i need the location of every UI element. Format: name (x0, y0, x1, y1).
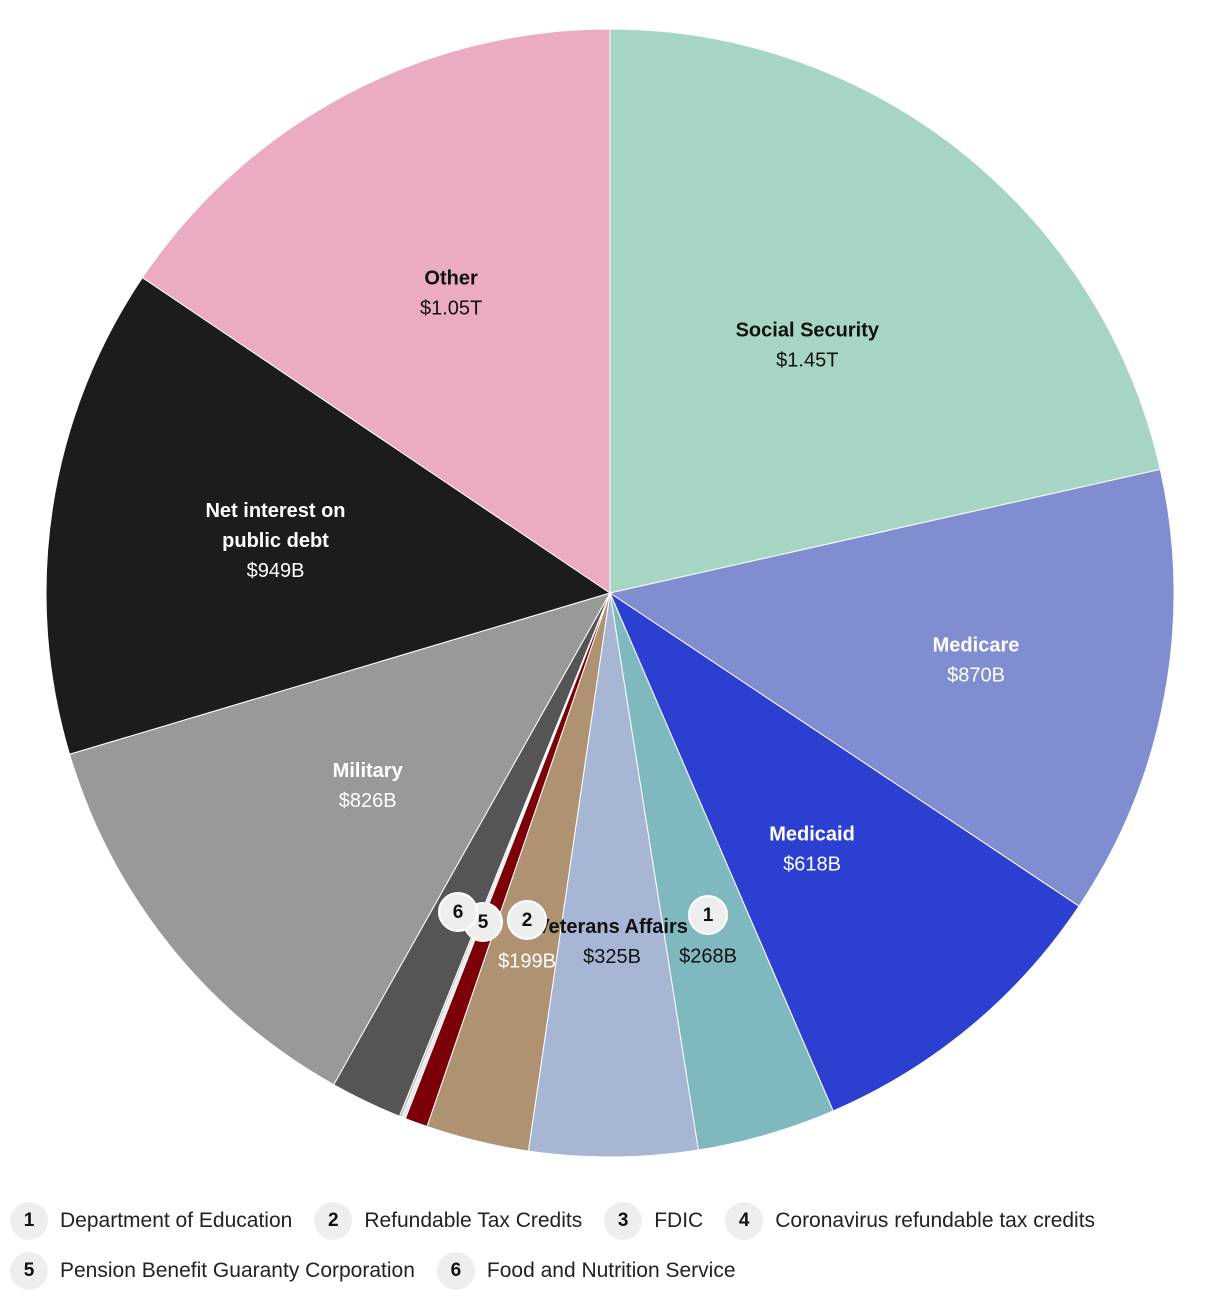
pie-slice-other (141, 28, 611, 594)
slice-marker-number: 5 (478, 912, 489, 933)
slice-label-veterans-affairs: Veterans Affairs (536, 916, 688, 938)
slice-value-refundable-tax-credits: $199B (498, 950, 556, 972)
pie-slice-military (68, 592, 612, 1086)
pie-slice-net-interest-on-public-debt (45, 276, 612, 755)
slice-label-social-security: Social Security (736, 320, 880, 342)
slice-value-department-of-education: $268B (679, 945, 737, 967)
legend-marker: 6 (436, 1252, 475, 1290)
legend-item-coronavirus-credits: 4 Coronavirus refundable tax credits (725, 1202, 1095, 1240)
legend-label: Pension Benefit Guaranty Corporation (60, 1259, 415, 1282)
pie-slice-medicaid (608, 591, 1080, 1112)
slice-value-military: $826B (339, 790, 397, 812)
slice-marker-number: 2 (522, 910, 533, 931)
slice-marker-2 (507, 900, 547, 940)
legend-label: Refundable Tax Credits (364, 1209, 583, 1232)
slice-value-medicaid: $618B (783, 854, 841, 876)
legend-marker: 2 (314, 1202, 353, 1240)
legend-marker: 4 (725, 1202, 764, 1240)
pie-labels: Social Security $1.45T Medicare $870B Medica… (205, 267, 1019, 968)
legend-label: FDIC (654, 1209, 704, 1232)
slice-marker-1 (688, 895, 728, 935)
legend-item-refundable-tax-credits: 2 Refundable Tax Credits (314, 1202, 582, 1240)
slice-label-net-interest-on-public-debt: Net interest on (205, 500, 345, 522)
slice-marker-number: 6 (453, 902, 464, 923)
legend-item-food-nutrition: 6 Food and Nutrition Service (436, 1252, 736, 1290)
legend-item-fdic: 3 FDIC (604, 1202, 703, 1240)
slice-value-veterans-affairs: $325B (583, 946, 641, 968)
legend-label: Food and Nutrition Service (486, 1259, 736, 1282)
slice-marker-6 (438, 892, 478, 932)
legend-label: Coronavirus refundable tax credits (775, 1209, 1096, 1232)
slice-value-social-security: $1.45T (776, 350, 838, 372)
pie-slice-medicare (608, 468, 1175, 907)
pie-chart: Social Security $1.45T Medicare $870B Medica… (45, 28, 1175, 1158)
legend-marker: 5 (10, 1252, 48, 1290)
pie-slice-veterans-affairs (527, 592, 699, 1158)
legend: 1 Department of Education 2 Refundable T… (10, 1196, 1210, 1296)
legend-item-education: 1 Department of Education (10, 1202, 292, 1240)
slice-label-medicare: Medicare (933, 634, 1020, 656)
legend-label: Department of Education (60, 1209, 293, 1232)
slice-label-other: Other (424, 267, 478, 289)
pie-slices (45, 28, 1175, 1158)
slice-label-medicaid: Medicaid (769, 824, 855, 846)
slice-value-other: $1.05T (420, 297, 482, 319)
pie-markers: 1 $268B 2 $199B 56 (438, 892, 737, 972)
pie-slice-social-security (609, 28, 1161, 594)
legend-row: 1 Department of Education 2 Refundable T… (10, 1196, 1210, 1246)
legend-item-pbgc: 5 Pension Benefit Guaranty Corporation (10, 1252, 415, 1290)
slice-label-military: Military (333, 760, 404, 782)
legend-row: 5 Pension Benefit Guaranty Corporation 6… (10, 1246, 1210, 1296)
slice-marker-number: 1 (703, 905, 714, 926)
slice-label-net-interest-on-public-debt: public debt (222, 530, 329, 552)
slice-value-net-interest-on-public-debt: $949B (247, 560, 305, 582)
legend-marker: 3 (604, 1202, 643, 1240)
legend-marker: 1 (10, 1202, 48, 1240)
slice-value-medicare: $870B (947, 664, 1005, 686)
